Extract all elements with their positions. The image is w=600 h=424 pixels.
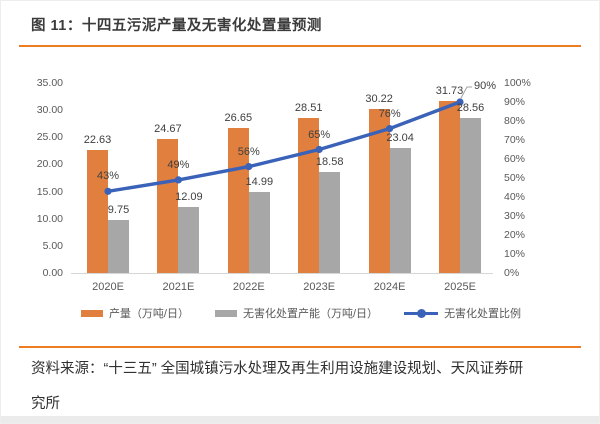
legend-label: 无害化处置比例 — [444, 308, 522, 320]
right-axis-tick: 20% — [504, 229, 526, 241]
bar-capacity-2024E — [389, 147, 411, 273]
bar-value-label: 28.56 — [456, 101, 485, 114]
bar-value-label: 12.09 — [175, 191, 203, 204]
x-axis-line — [71, 273, 493, 274]
ratio-label: 65% — [308, 128, 331, 141]
legend-swatch-icon — [215, 309, 237, 317]
bar-value-label: 26.65 — [224, 112, 253, 125]
legend-item: 产量（万吨/日） — [80, 305, 189, 321]
left-axis-tick: 35.00 — [36, 77, 63, 89]
bar-value-label: 31.73 — [435, 84, 464, 97]
left-axis-tick: 10.00 — [36, 212, 63, 225]
bottom-strip — [1, 416, 599, 423]
left-axis-tick: 15.00 — [36, 185, 63, 198]
bar-value-label: 18.58 — [315, 156, 344, 169]
legend-swatch-icon — [80, 309, 103, 317]
ratio-label: 43% — [96, 170, 120, 183]
bar-value-label: 24.67 — [154, 123, 182, 136]
bar-value-label: 28.51 — [294, 102, 323, 115]
legend-line-marker-icon — [404, 308, 439, 318]
legend-label: 产量（万吨/日） — [108, 308, 189, 320]
bar-capacity-2023E — [319, 172, 341, 273]
ratio-label: 49% — [167, 158, 190, 171]
bar-capacity-2022E — [248, 191, 270, 273]
source-divider — [19, 346, 581, 348]
right-axis-tick: 10% — [504, 248, 526, 260]
right-axis-tick: 30% — [504, 210, 526, 222]
left-axis-tick: 5.00 — [42, 239, 63, 252]
x-axis-label-2025E: 2025E — [444, 281, 476, 293]
ratio-label: 76% — [378, 107, 401, 120]
x-axis-label-2023E: 2023E — [303, 281, 336, 293]
right-axis-tick: 60% — [504, 153, 526, 165]
legend-item: 无害化处置产能（万吨/日） — [215, 305, 378, 321]
chart-legend: 产量（万吨/日） 无害化处置产能（万吨/日） 无害化处置比例 — [1, 305, 600, 321]
legend-label: 无害化处置产能（万吨/日） — [243, 308, 379, 320]
right-axis-tick: 90% — [504, 96, 526, 108]
ratio-label: 56% — [237, 145, 260, 158]
x-axis-label-2020E: 2020E — [92, 281, 124, 293]
x-axis-label-2024E: 2024E — [373, 281, 406, 293]
right-axis-tick: 80% — [504, 115, 526, 127]
right-axis-tick: 40% — [504, 191, 526, 203]
title-underline — [19, 45, 581, 47]
bar-capacity-2020E — [108, 220, 129, 273]
x-axis-label-2021E: 2021E — [162, 281, 195, 293]
bar-capacity-2021E — [178, 207, 200, 273]
left-axis-tick: 25.00 — [36, 131, 63, 144]
right-axis-tick: 70% — [504, 134, 526, 146]
right-axis-tick: 0% — [504, 267, 520, 279]
bar-value-label: 9.75 — [107, 204, 130, 217]
ratio-label-callout: 90% — [474, 80, 497, 92]
right-axis-tick: 50% — [504, 172, 526, 184]
bar-value-label: 30.22 — [365, 92, 393, 105]
bar-capacity-2025E — [460, 117, 481, 273]
bar-value-label: 14.99 — [245, 175, 274, 188]
bar-value-label: 22.63 — [83, 134, 112, 147]
figure-title: 图 11：十四五污泥产量及无害化处置量预测 — [31, 18, 322, 34]
source-note: 资料来源：“十三五” 全国城镇污水处理及再生利用设施建设规划、天风证券研究所 — [31, 361, 524, 412]
x-axis-label-2022E: 2022E — [232, 281, 265, 293]
bar-production-2025E — [439, 100, 460, 273]
bar-value-label: 23.04 — [386, 131, 414, 144]
left-axis-tick: 0.00 — [42, 267, 63, 279]
legend-item: 无害化处置比例 — [404, 305, 521, 321]
right-axis-tick: 100% — [504, 77, 531, 89]
left-axis-tick: 30.00 — [36, 104, 63, 117]
combo-chart: 35.00 30.00 25.00 20.00 15.00 10.00 5.00 0.00 1… — [1, 61, 600, 341]
bar-production-2020E — [87, 150, 108, 273]
left-axis-tick: 20.00 — [36, 158, 63, 171]
